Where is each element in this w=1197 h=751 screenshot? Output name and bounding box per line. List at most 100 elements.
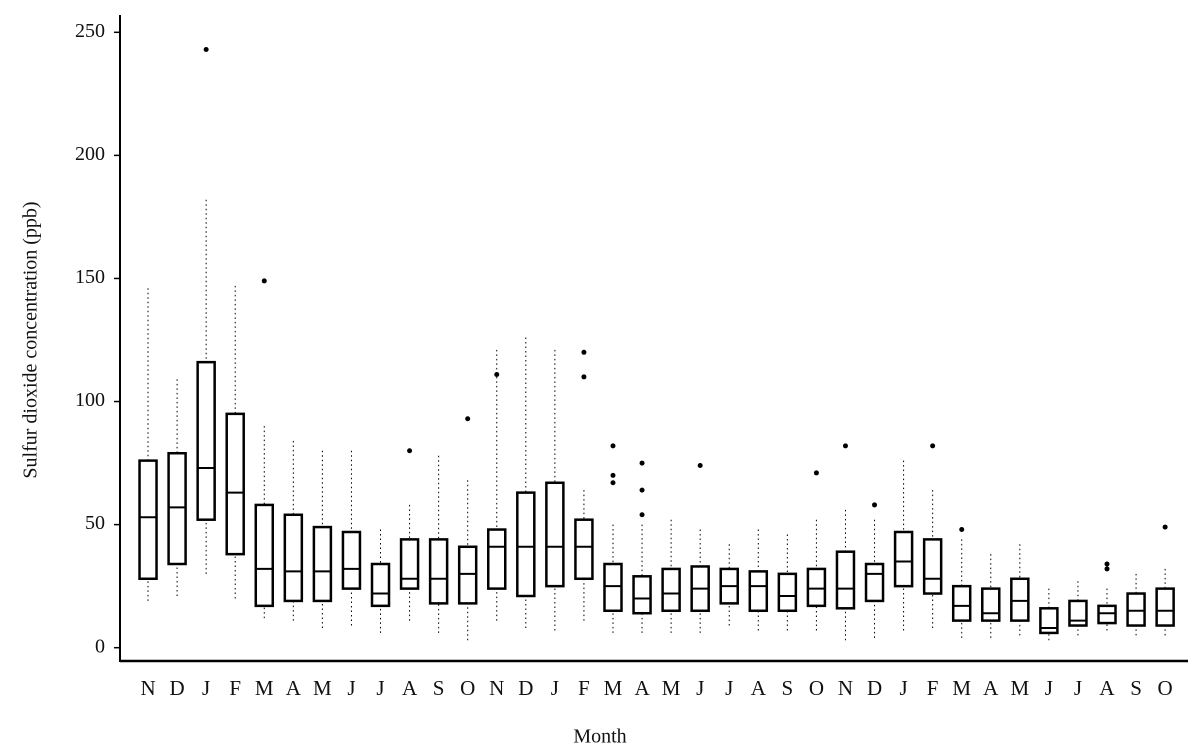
box [574,518,594,581]
y-tick-label: 0 [95,635,105,657]
y-axis-label: Sulfur dioxide concentration (ppb) [20,201,42,478]
y-tick-label: 100 [75,389,105,411]
x-tick-label: A [751,676,767,700]
x-tick-label: M [662,676,681,700]
outlier [610,443,616,449]
outlier [639,512,645,518]
x-tick-label: F [229,676,241,700]
outlier [581,374,587,380]
outlier [697,463,703,469]
x-tick-label: N [838,676,853,700]
box [545,481,565,588]
outlier [610,472,616,478]
x-tick-label: J [376,676,384,700]
y-tick-label: 200 [75,143,105,165]
box [254,503,275,608]
outlier [959,527,965,533]
box [487,528,507,590]
x-tick-label: J [202,676,210,700]
box [951,584,972,622]
box [603,562,623,613]
x-tick-label: J [1074,676,1082,700]
box [632,575,652,615]
x-axis-label: Month [573,726,626,748]
outlier [1162,524,1168,530]
box [225,412,245,556]
x-tick-label: J [899,676,907,700]
box [893,530,914,588]
x-tick-label: M [604,676,623,700]
outlier [581,349,587,355]
outlier [465,416,471,422]
box [1155,587,1175,627]
x-tick-label: A [286,676,302,700]
box [748,570,769,613]
x-tick-label: A [983,676,999,700]
x-tick-label: J [725,676,733,700]
x-tick-label: F [578,676,590,700]
y-tick-label: 150 [75,266,105,288]
x-tick-label: M [1010,676,1029,700]
box [516,491,536,598]
outlier [1104,566,1110,572]
box [835,550,856,610]
box [167,451,187,566]
outlier [610,480,616,486]
outlier [639,487,645,493]
box [806,567,827,608]
x-tick-label: D [170,676,185,700]
box [1126,592,1146,627]
outlier [407,448,413,454]
box [341,530,362,590]
box [777,572,798,613]
box [312,525,333,603]
y-tick-label: 250 [75,20,105,42]
x-tick-label: M [255,676,274,700]
x-tick-label: F [927,676,939,700]
box [399,538,420,590]
x-tick-label: N [489,676,504,700]
box [1010,577,1030,622]
outlier [261,278,267,284]
x-tick-label: J [696,676,704,700]
x-tick-label: J [347,676,355,700]
x-tick-label: S [433,676,445,700]
x-tick-label: D [518,676,533,700]
outlier [203,47,209,53]
box [661,567,681,613]
outlier [639,460,645,466]
box [864,562,885,603]
outlier [1104,561,1110,567]
box [428,538,449,605]
box [196,360,216,521]
box [457,545,478,605]
x-tick-label: S [1130,676,1142,700]
x-tick-label: M [952,676,971,700]
x-tick-label: J [551,676,559,700]
box [1068,599,1088,627]
outlier [813,470,819,476]
x-tick-label: N [140,676,155,700]
x-tick-label: M [313,676,332,700]
box [370,562,391,608]
x-tick-label: J [1045,676,1053,700]
x-tick-label: A [402,676,418,700]
x-tick-label: D [867,676,882,700]
x-tick-label: S [782,676,794,700]
box [922,538,943,595]
box [138,459,158,581]
x-tick-label: O [1158,676,1173,700]
x-tick-label: A [1099,676,1115,700]
box [981,587,1001,622]
box [1097,604,1117,625]
outlier [842,443,848,449]
box [283,513,304,603]
x-tick-label: O [460,676,475,700]
outlier [494,371,500,377]
x-tick-label: A [634,676,650,700]
outlier [872,502,878,508]
outlier [930,443,936,449]
x-tick-label: O [809,676,824,700]
y-tick-label: 50 [85,512,105,534]
